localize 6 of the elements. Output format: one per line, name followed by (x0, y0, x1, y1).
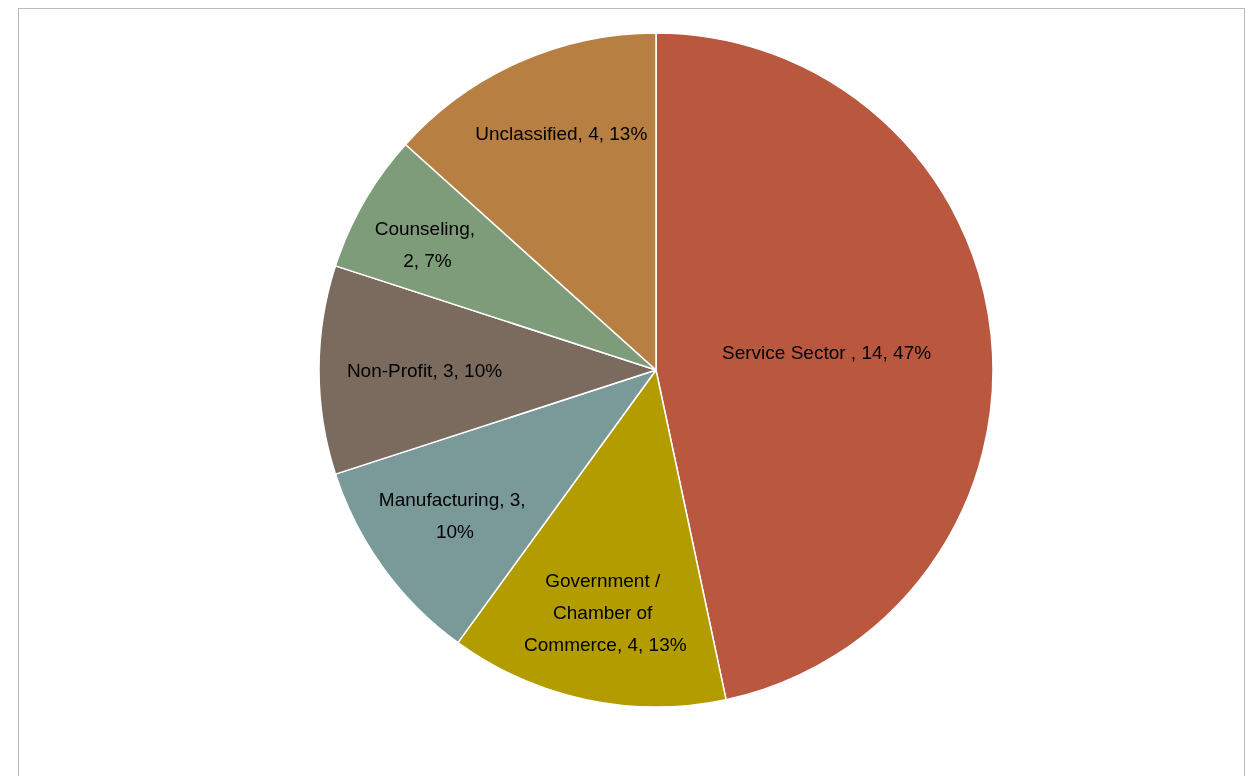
slice-label: Service Sector , 14, 47% (722, 341, 932, 363)
slice-label: Government / Chamber of Commerce, 4, 13% (524, 570, 687, 656)
slice-label: Non-Profit, 3, 10% (346, 359, 503, 381)
slice-label: Counseling, 2, 7% (374, 217, 481, 271)
slice-label: Manufacturing, 3, 10% (378, 489, 526, 543)
slice-label: Unclassified, 4, 13% (475, 122, 648, 144)
